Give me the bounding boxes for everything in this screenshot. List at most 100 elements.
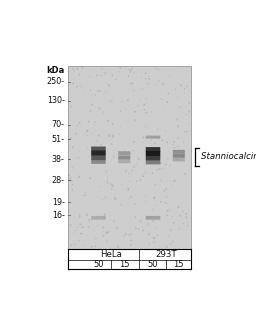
- Point: [140, 75, 144, 80]
- Text: 50: 50: [148, 260, 158, 269]
- Point: [70, 182, 74, 187]
- Point: [172, 145, 176, 150]
- Point: [113, 197, 117, 202]
- Point: [77, 238, 81, 243]
- Point: [129, 69, 133, 74]
- Point: [126, 73, 131, 78]
- Point: [133, 109, 137, 114]
- Point: [175, 206, 179, 211]
- Point: [69, 136, 73, 141]
- Point: [184, 163, 188, 168]
- Point: [68, 83, 72, 88]
- Point: [171, 142, 175, 147]
- Text: 15: 15: [119, 260, 130, 269]
- Point: [101, 162, 105, 167]
- Point: [103, 195, 107, 200]
- Point: [88, 219, 92, 224]
- Point: [134, 201, 138, 206]
- Point: [146, 222, 150, 227]
- Point: [146, 153, 151, 158]
- Point: [97, 194, 101, 199]
- FancyBboxPatch shape: [146, 216, 160, 220]
- Point: [172, 220, 176, 225]
- Point: [136, 154, 140, 159]
- Point: [164, 162, 168, 167]
- Point: [178, 213, 182, 218]
- Point: [144, 144, 148, 149]
- Point: [86, 128, 90, 133]
- Point: [114, 77, 118, 82]
- Point: [149, 138, 153, 143]
- Point: [69, 178, 73, 183]
- Point: [102, 229, 106, 234]
- Point: [67, 173, 71, 178]
- Point: [155, 168, 159, 173]
- Point: [80, 225, 84, 230]
- Point: [87, 119, 91, 124]
- Point: [151, 180, 155, 185]
- Point: [146, 110, 150, 115]
- Point: [115, 225, 119, 230]
- Point: [177, 105, 182, 110]
- Point: [111, 133, 115, 138]
- Point: [79, 84, 83, 89]
- Point: [147, 74, 151, 79]
- Point: [170, 239, 175, 244]
- Point: [99, 73, 103, 78]
- Point: [146, 81, 150, 86]
- Point: [176, 69, 180, 74]
- Point: [110, 142, 114, 147]
- Point: [163, 163, 167, 168]
- Text: 70-: 70-: [52, 120, 65, 129]
- Point: [183, 90, 187, 95]
- Point: [98, 89, 102, 94]
- Point: [87, 154, 91, 159]
- Text: 38-: 38-: [52, 155, 65, 164]
- Point: [130, 232, 134, 236]
- Point: [129, 195, 133, 200]
- Point: [116, 202, 120, 207]
- Point: [92, 147, 96, 152]
- Point: [135, 179, 139, 184]
- Point: [140, 225, 144, 230]
- Point: [181, 209, 185, 214]
- Point: [184, 112, 188, 117]
- Point: [87, 217, 91, 222]
- Point: [133, 215, 137, 220]
- Point: [134, 162, 138, 167]
- Point: [161, 102, 165, 107]
- Point: [177, 226, 182, 231]
- Point: [101, 225, 105, 230]
- Point: [152, 196, 156, 201]
- Point: [131, 164, 135, 169]
- Point: [104, 90, 108, 95]
- Point: [151, 218, 155, 223]
- Point: [147, 241, 151, 246]
- Point: [75, 124, 79, 129]
- Point: [130, 168, 134, 173]
- Point: [152, 195, 156, 200]
- Text: kDa: kDa: [47, 66, 65, 75]
- Point: [95, 149, 99, 154]
- Point: [161, 98, 165, 103]
- Point: [126, 187, 130, 192]
- Point: [90, 131, 94, 136]
- Point: [67, 69, 71, 74]
- Text: 15: 15: [174, 260, 184, 269]
- Point: [143, 199, 147, 204]
- Point: [144, 124, 148, 129]
- Point: [100, 66, 104, 71]
- Point: [185, 84, 189, 89]
- Point: [172, 139, 176, 144]
- Point: [88, 176, 92, 181]
- Point: [152, 240, 156, 245]
- Point: [118, 109, 122, 114]
- Point: [127, 196, 131, 201]
- Point: [111, 183, 115, 188]
- FancyBboxPatch shape: [91, 156, 106, 160]
- Point: [101, 197, 105, 202]
- Point: [100, 131, 104, 136]
- Point: [155, 233, 159, 238]
- Point: [106, 134, 110, 139]
- Point: [109, 181, 113, 186]
